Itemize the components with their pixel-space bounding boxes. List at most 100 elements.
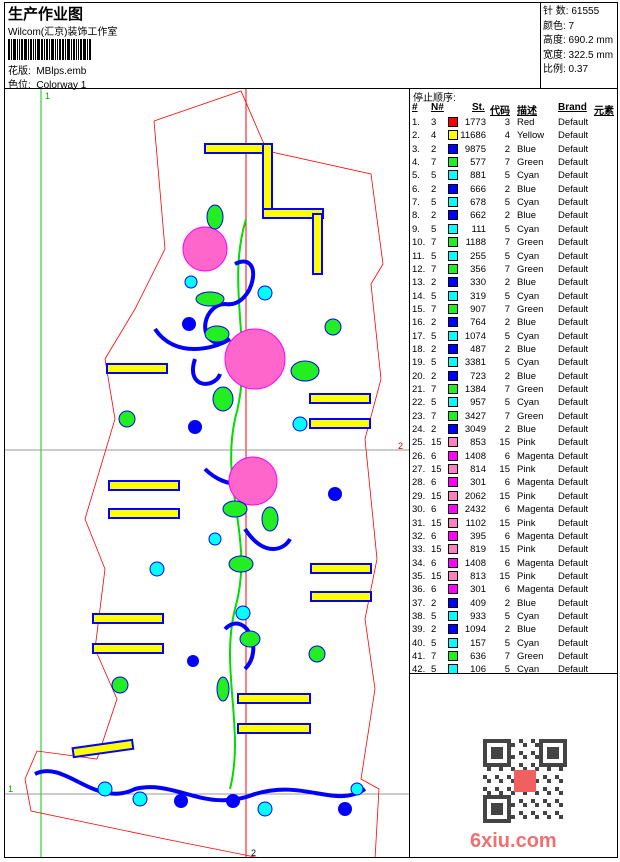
qr-module (487, 739, 491, 743)
qr-module (491, 739, 495, 743)
cell-num: 20. (412, 370, 426, 382)
cell-num: 6. (412, 183, 420, 195)
cell-stitches: 2062 (464, 490, 486, 502)
barcode (8, 39, 103, 60)
col-header-num: # (412, 102, 418, 113)
qr-module (483, 811, 487, 815)
cell-stitches: 301 (470, 477, 486, 489)
cell-code: 7 (504, 157, 510, 169)
cell-code: 5 (504, 290, 510, 302)
table-row: 4. 7 577 7 Green Default (410, 156, 619, 169)
cell-brand: Default (558, 517, 589, 529)
qr-module (511, 743, 515, 747)
qr-module (503, 819, 507, 823)
cell-desc: Yellow (517, 130, 545, 142)
cell-needle: 5 (431, 250, 437, 262)
seal-logo (514, 770, 536, 792)
cell-stitches: 11686 (460, 130, 486, 142)
color-swatch (448, 610, 458, 621)
cell-stitches: 819 (470, 544, 486, 556)
cell-brand: Default (558, 557, 589, 569)
cell-code: 7 (504, 384, 510, 395)
qr-module (531, 751, 535, 755)
table-row: 1. 3 1773 3 Red Default (410, 116, 619, 129)
table-row: 18. 2 487 2 Blue Default (410, 343, 619, 356)
barcode-bar (17, 39, 18, 60)
qr-module (555, 747, 559, 751)
cell-code: 2 (504, 183, 510, 195)
cell-num: 24. (412, 424, 426, 436)
cell-needle: 6 (431, 530, 437, 542)
qr-module (519, 739, 523, 743)
table-row: 11. 5 255 5 Cyan Default (410, 250, 619, 263)
qr-module (535, 743, 539, 747)
cell-stitches: 1188 (465, 237, 486, 249)
cell-desc: Cyan (517, 250, 540, 262)
cell-code: 15 (499, 517, 510, 529)
cell-needle: 15 (431, 437, 442, 449)
qr-module (491, 807, 495, 811)
cell-needle: 2 (431, 143, 437, 155)
qr-module (507, 747, 511, 751)
cell-desc: Magenta (517, 557, 554, 569)
cell-stitches: 106 (470, 664, 486, 676)
cell-needle: 5 (431, 290, 437, 302)
color-swatch (448, 317, 458, 328)
cell-needle: 5 (431, 170, 437, 182)
qr-module (483, 759, 487, 763)
cell-needle: 5 (431, 397, 437, 409)
cell-code: 6 (504, 504, 510, 516)
table-row: 23. 7 3427 7 Green Default (410, 410, 619, 423)
table-row: 17. 5 1074 5 Cyan Default (410, 330, 619, 343)
barcode-bar (35, 39, 36, 60)
qr-module (483, 799, 487, 803)
barcode-bar (37, 39, 40, 60)
table-row: 10. 7 1188 7 Green Default (410, 236, 619, 249)
table-row: 6. 2 666 2 Blue Default (410, 183, 619, 196)
qr-module (507, 819, 511, 823)
leaves (111, 204, 342, 702)
qr-module (519, 799, 523, 803)
qr-module (495, 787, 499, 791)
qr-module (535, 791, 539, 795)
qr-module (507, 803, 511, 807)
cell-brand: Default (558, 357, 589, 369)
color-swatch (448, 410, 458, 421)
qr-module (551, 739, 555, 743)
barcode-bar (28, 39, 29, 60)
cell-brand: Default (558, 343, 589, 355)
cell-code: 2 (504, 624, 510, 636)
cell-brand: Default (558, 143, 589, 155)
barcode-bar (30, 39, 32, 60)
colorway-value: Colorway 1 (36, 80, 87, 91)
cell-desc: Green (517, 651, 544, 662)
cell-brand: Default (558, 397, 589, 409)
qr-module (495, 739, 499, 743)
table-row: 3. 2 9875 2 Blue Default (410, 143, 619, 156)
qr-module (531, 763, 535, 767)
qr-module (499, 791, 503, 795)
cell-desc: Blue (517, 277, 537, 289)
cell-desc: Pink (517, 517, 536, 529)
cell-stitches: 3381 (464, 357, 486, 369)
cell-stitches: 9875 (464, 143, 486, 155)
qr-module (511, 755, 515, 759)
qr-module (547, 747, 551, 751)
cell-num: 9. (412, 223, 420, 235)
cell-num: 39. (412, 624, 426, 636)
qr-module (491, 747, 495, 751)
qr-module (555, 811, 559, 815)
color-swatch (448, 397, 458, 408)
cell-needle: 15 (431, 570, 442, 582)
table-row: 34. 6 1408 6 Magenta Default (410, 557, 619, 570)
qr-module (539, 739, 543, 743)
cell-code: 15 (499, 490, 510, 502)
cell-needle: 7 (431, 237, 437, 249)
cell-stitches: 662 (470, 210, 486, 222)
qr-module (503, 795, 507, 799)
cell-desc: Pink (517, 437, 536, 449)
cell-num: 21. (412, 384, 426, 395)
garment-outline (24, 90, 384, 857)
color-swatch (448, 290, 458, 301)
qr-module (555, 739, 559, 743)
